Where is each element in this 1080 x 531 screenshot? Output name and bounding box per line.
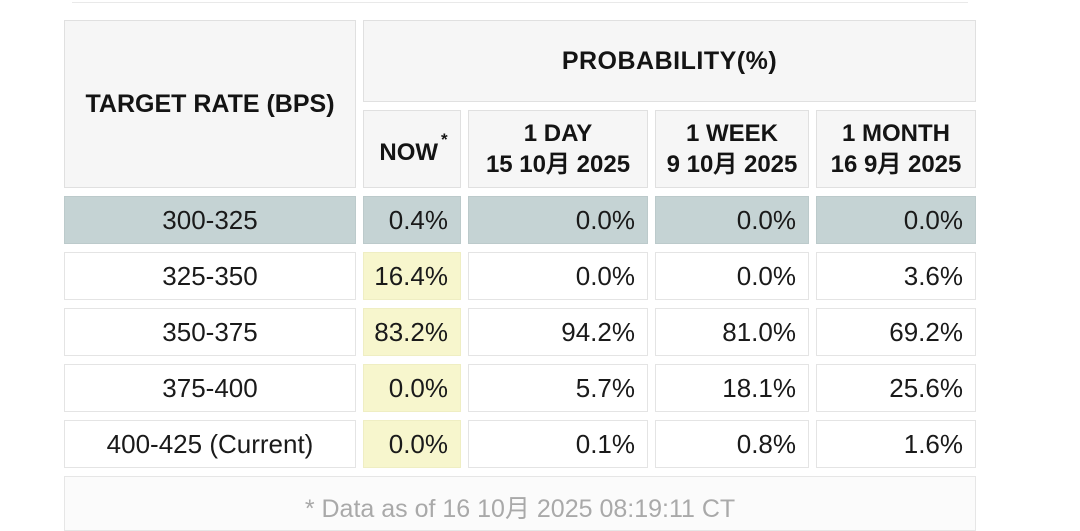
week-value-cell: 0.8% bbox=[655, 420, 809, 468]
probability-header: PROBABILITY(%) bbox=[363, 20, 976, 102]
rate-probability-table: TARGET RATE (BPS) PROBABILITY(%) NOW * 1 … bbox=[64, 20, 976, 531]
column-header-1month: 1 MONTH 16 9月 2025 bbox=[816, 110, 976, 188]
week-value-cell: 18.1% bbox=[655, 364, 809, 412]
rate-range-cell: 400-425 (Current) bbox=[64, 420, 356, 468]
target-rate-header: TARGET RATE (BPS) bbox=[64, 20, 356, 188]
column-label: 1 MONTH bbox=[842, 120, 950, 147]
now-value-cell: 16.4% bbox=[363, 252, 461, 300]
week-value-cell: 0.0% bbox=[655, 196, 809, 244]
column-header-now: NOW * bbox=[363, 110, 461, 188]
rate-range-cell: 375-400 bbox=[64, 364, 356, 412]
column-header-1day: 1 DAY 15 10月 2025 bbox=[468, 110, 648, 188]
month-value-cell: 0.0% bbox=[816, 196, 976, 244]
day-value-cell: 94.2% bbox=[468, 308, 648, 356]
week-value-cell: 81.0% bbox=[655, 308, 809, 356]
rate-range-cell: 300-325 bbox=[64, 196, 356, 244]
now-label: NOW bbox=[379, 139, 439, 166]
month-value-cell: 25.6% bbox=[816, 364, 976, 412]
month-value-cell: 1.6% bbox=[816, 420, 976, 468]
column-date: 9 10月 2025 bbox=[666, 151, 798, 178]
week-value-cell: 0.0% bbox=[655, 252, 809, 300]
now-value-cell: 0.0% bbox=[363, 420, 461, 468]
rate-range-cell: 325-350 bbox=[64, 252, 356, 300]
now-value-cell: 83.2% bbox=[363, 308, 461, 356]
month-value-cell: 69.2% bbox=[816, 308, 976, 356]
column-label: 1 WEEK bbox=[685, 120, 778, 147]
column-date: 16 9月 2025 bbox=[830, 151, 962, 178]
day-value-cell: 5.7% bbox=[468, 364, 648, 412]
day-value-cell: 0.0% bbox=[468, 196, 648, 244]
rate-range-cell: 350-375 bbox=[64, 308, 356, 356]
day-value-cell: 0.0% bbox=[468, 252, 648, 300]
day-value-cell: 0.1% bbox=[468, 420, 648, 468]
month-value-cell: 3.6% bbox=[816, 252, 976, 300]
now-footnote-marker: * bbox=[441, 130, 448, 149]
data-as-of-footnote: * Data as of 16 10月 2025 08:19:11 CT bbox=[64, 476, 976, 531]
top-divider-line bbox=[72, 2, 968, 3]
now-value-cell: 0.4% bbox=[363, 196, 461, 244]
column-date: 15 10月 2025 bbox=[485, 151, 631, 178]
now-value-cell: 0.0% bbox=[363, 364, 461, 412]
column-label: 1 DAY bbox=[523, 120, 593, 147]
column-header-1week: 1 WEEK 9 10月 2025 bbox=[655, 110, 809, 188]
